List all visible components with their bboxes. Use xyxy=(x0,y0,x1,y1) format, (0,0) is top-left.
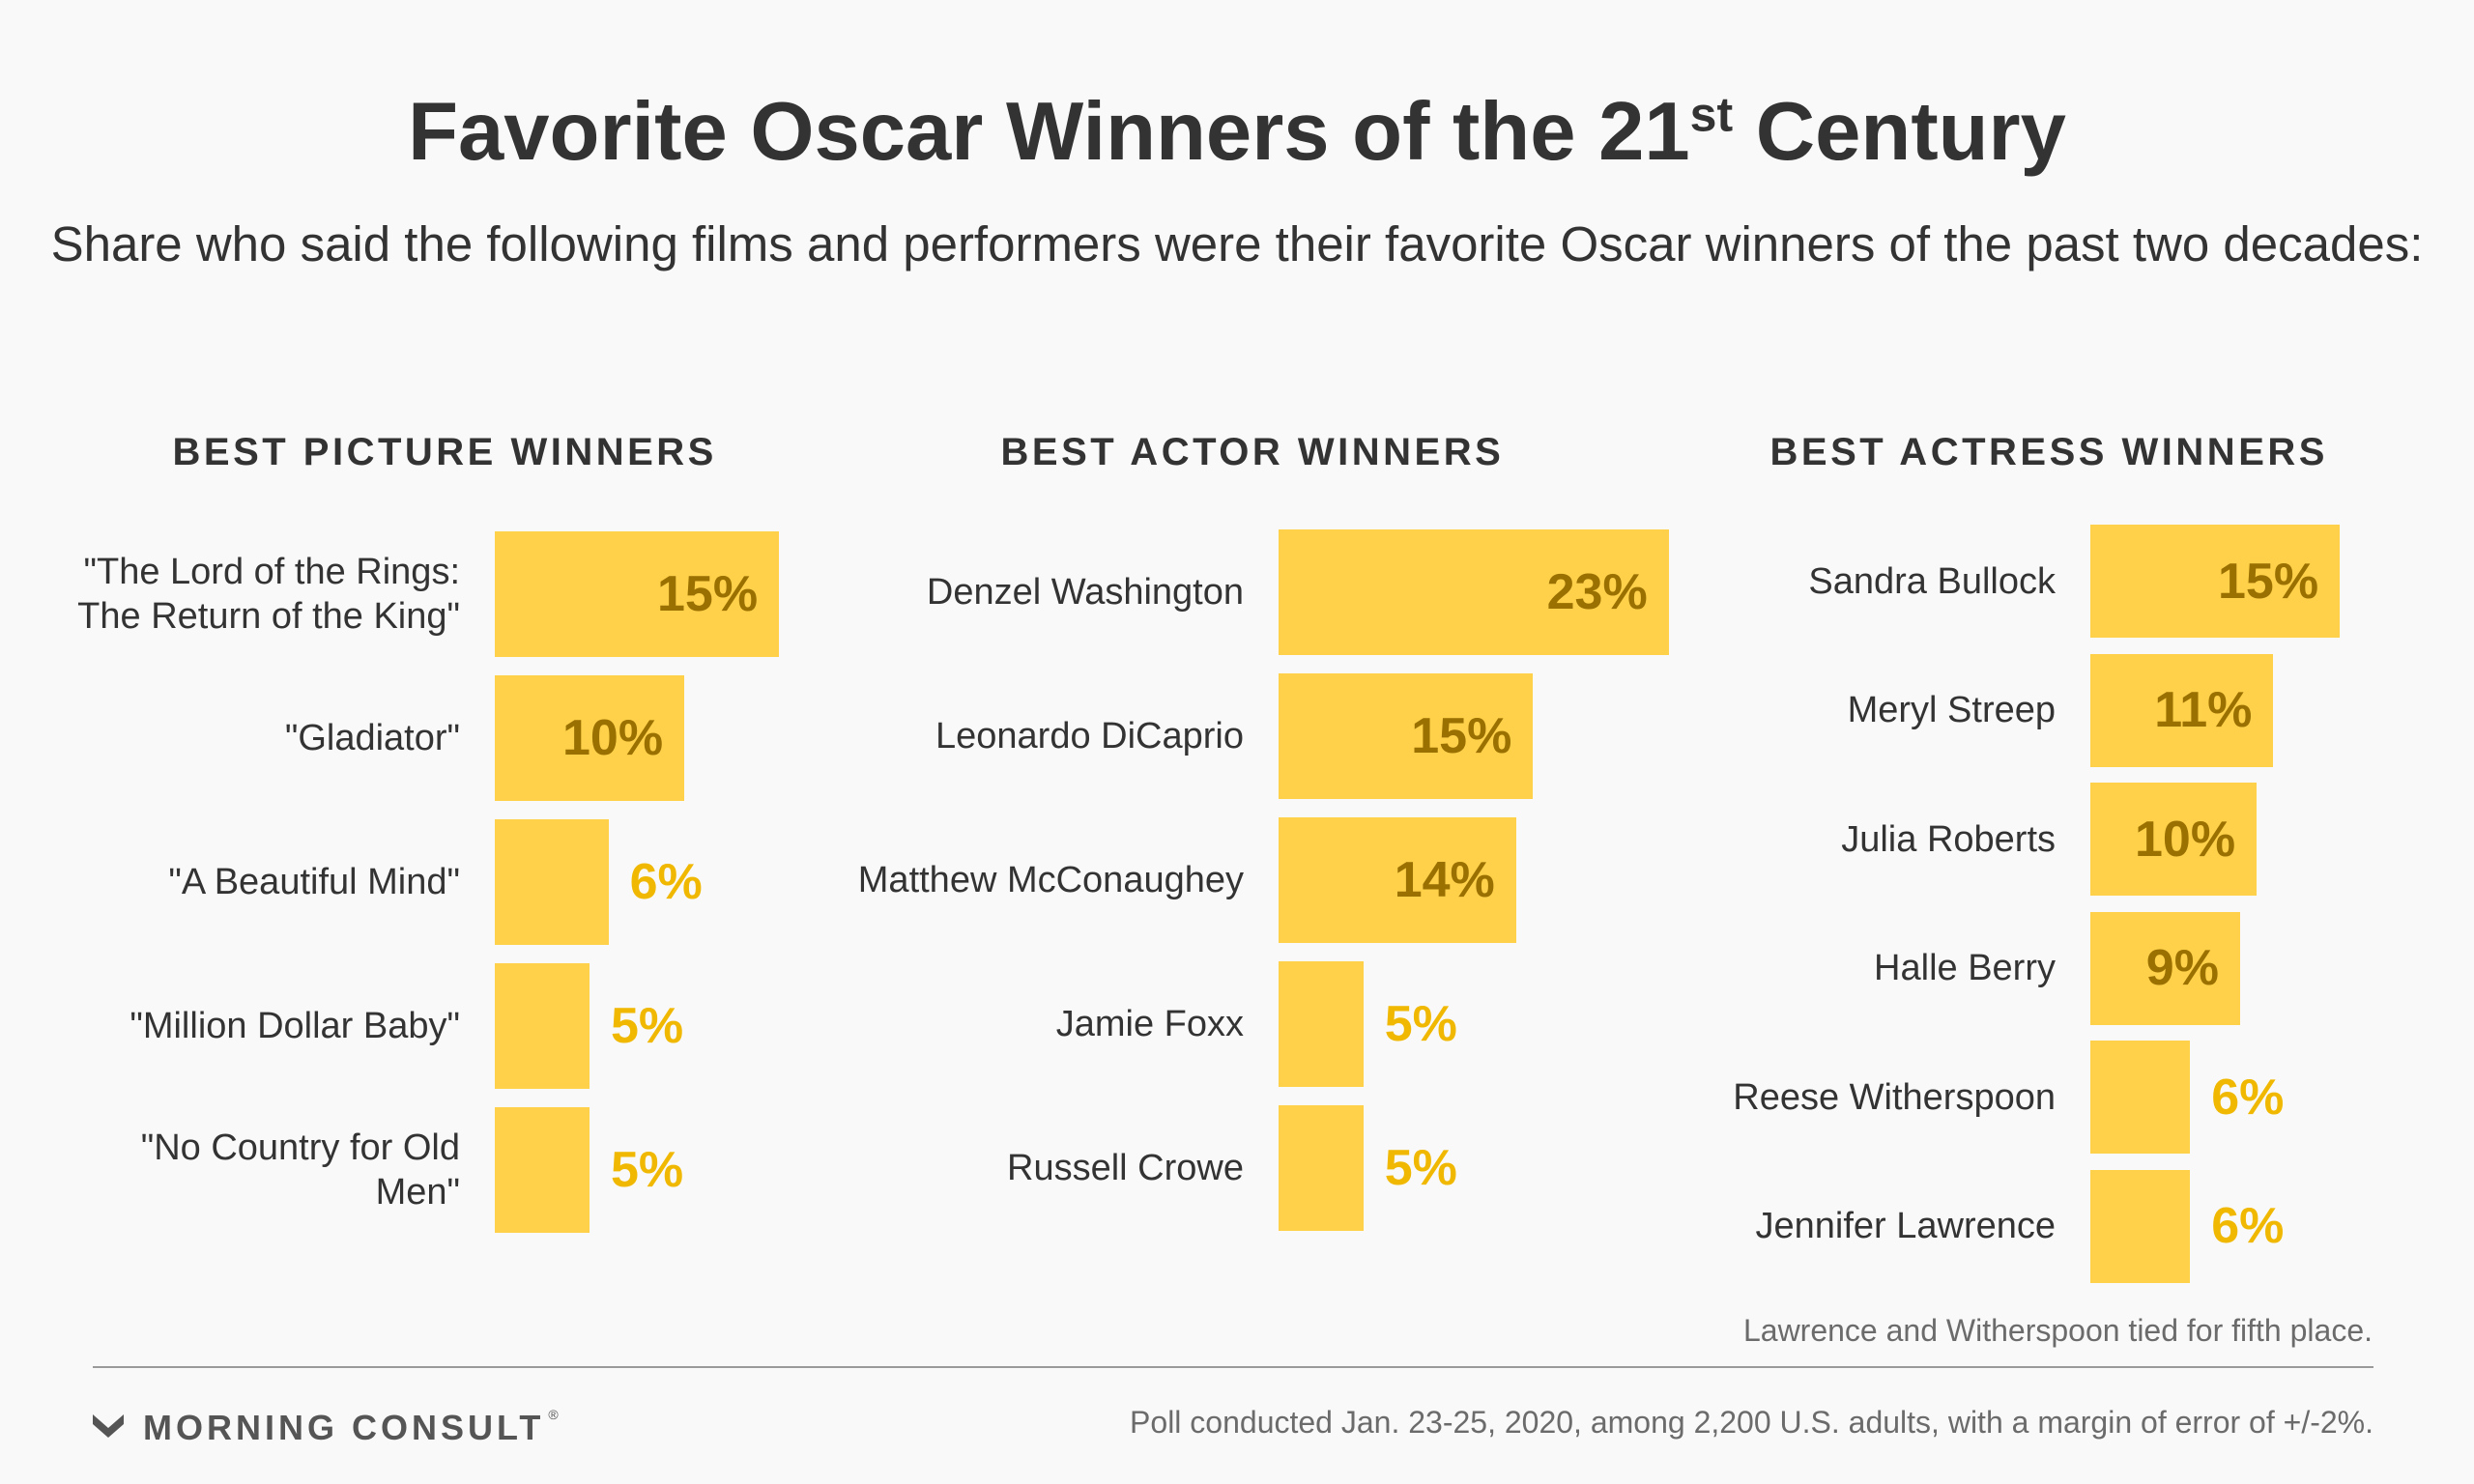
footer-divider xyxy=(93,1366,2373,1368)
best-actor-panel-title: BEST ACTOR WINNERS xyxy=(1000,431,1505,473)
best-actor-value-label: 5% xyxy=(1384,1140,1457,1196)
best-actor-bar xyxy=(1279,1105,1364,1231)
morning-consult-logo: MORNING CONSULT ® xyxy=(91,1407,559,1449)
best-picture-category-label: "A Beautiful Mind" xyxy=(54,819,460,945)
best-picture-bar xyxy=(495,531,779,657)
best-actress-bar xyxy=(2090,1041,2191,1154)
best-actress-value-label: 10% xyxy=(2135,811,2236,868)
best-actor-bar xyxy=(1279,673,1534,799)
chart-title: Favorite Oscar Winners of the 21st Centu… xyxy=(0,79,2474,186)
best-actor-bar xyxy=(1279,961,1364,1087)
best-picture-value-label: 15% xyxy=(657,566,759,622)
best-picture-bar xyxy=(495,819,609,945)
morning-consult-chevron-icon xyxy=(93,1414,124,1438)
best-actress-category-label: Halle Berry xyxy=(1611,912,2056,1025)
best-actress-category-label: Julia Roberts xyxy=(1611,783,2056,896)
best-actress-value-label: 6% xyxy=(2211,1198,2285,1254)
best-actress-value-label: 6% xyxy=(2211,1069,2285,1126)
best-actor-category-text: Denzel Washington xyxy=(926,572,1244,613)
best-actress-panel-title: BEST ACTRESS WINNERS xyxy=(1769,431,2328,473)
best-actor-category-text: Jamie Foxx xyxy=(1055,1004,1244,1044)
best-actor-category-label: Leonardo DiCaprio xyxy=(799,673,1244,799)
source-note: Poll conducted Jan. 23-25, 2020, among 2… xyxy=(1130,1405,2373,1440)
best-actress-value-label: 15% xyxy=(2218,553,2319,610)
best-actor-bar xyxy=(1279,529,1669,655)
best-actor-category-text: Matthew McConaughey xyxy=(857,860,1244,900)
best-actress-category-text: Sandra Bullock xyxy=(1808,560,2056,602)
best-actor-category-label: Matthew McConaughey xyxy=(799,817,1244,943)
best-picture-bar xyxy=(495,963,590,1089)
best-actress-value-label: 11% xyxy=(2154,682,2253,738)
best-picture-value-label: 6% xyxy=(629,854,703,910)
best-actress-category-text: Reese Witherspoon xyxy=(1733,1076,2056,1118)
best-picture-bar xyxy=(495,675,684,801)
best-actor-bar xyxy=(1279,817,1516,943)
chart-title-end: Century xyxy=(1733,86,2066,178)
best-actress-bar xyxy=(2090,783,2257,896)
best-picture-category-label: "Gladiator" xyxy=(54,675,460,801)
best-picture-category-text: "A Beautiful Mind" xyxy=(168,862,460,902)
chart-subtitle: Share who said the following films and p… xyxy=(50,216,2424,271)
best-picture-category-label: "No Country for Old Men" xyxy=(54,1107,460,1233)
best-actor-category-label: Russell Crowe xyxy=(799,1105,1244,1231)
best-picture-category-text: "No Country for Old Men" xyxy=(140,1127,460,1213)
best-picture-value-label: 10% xyxy=(562,710,664,766)
tie-note: Lawrence and Witherspoon tied for fifth … xyxy=(1742,1313,2373,1348)
best-actress-value-label: 9% xyxy=(2145,940,2219,996)
logo-trademark: ® xyxy=(548,1407,559,1422)
best-actress-category-text: Jennifer Lawrence xyxy=(1755,1206,2056,1246)
best-picture-panel-title: BEST PICTURE WINNERS xyxy=(172,431,717,473)
best-actress-category-text: Julia Roberts xyxy=(1841,818,2056,860)
best-actress-category-label: Reese Witherspoon xyxy=(1611,1041,2056,1154)
best-actress-category-label: Sandra Bullock xyxy=(1611,525,2056,638)
best-picture-category-text: "Million Dollar Baby" xyxy=(129,1006,460,1046)
best-actor-value-label: 15% xyxy=(1411,708,1512,764)
best-picture-category-label: "Million Dollar Baby" xyxy=(54,963,460,1089)
best-actor-category-label: Jamie Foxx xyxy=(799,961,1244,1087)
best-actor-category-label: Denzel Washington xyxy=(799,529,1244,655)
logo-text: MORNING CONSULT xyxy=(143,1408,545,1447)
chart-title-main: Favorite Oscar Winners of the 21 xyxy=(408,86,1690,178)
best-picture-value-label: 5% xyxy=(611,998,684,1054)
best-picture-value-label: 5% xyxy=(611,1142,684,1198)
best-actress-bar xyxy=(2090,911,2240,1025)
best-picture-category-text: "Gladiator" xyxy=(284,718,460,758)
best-actress-bar xyxy=(2090,1169,2191,1283)
best-picture-category-label: "The Lord of the Rings: The Return of th… xyxy=(54,531,460,657)
best-actor-value-label: 23% xyxy=(1546,564,1648,620)
best-picture-bar xyxy=(495,1107,590,1233)
best-actress-bar xyxy=(2090,525,2340,638)
best-actor-value-label: 5% xyxy=(1384,996,1457,1052)
best-actor-category-text: Leonardo DiCaprio xyxy=(935,716,1244,756)
best-actress-category-label: Meryl Streep xyxy=(1611,654,2056,767)
best-actress-category-label: Jennifer Lawrence xyxy=(1611,1170,2056,1283)
best-actor-category-text: Russell Crowe xyxy=(1007,1148,1244,1188)
best-actress-category-text: Meryl Streep xyxy=(1847,690,2056,730)
best-actor-value-label: 14% xyxy=(1394,852,1495,908)
chart-title-sup: st xyxy=(1689,87,1734,142)
best-picture-category-text: "The Lord of the Rings: The Return of th… xyxy=(77,552,460,637)
best-actress-category-text: Halle Berry xyxy=(1874,948,2056,988)
best-actress-bar xyxy=(2090,653,2274,767)
